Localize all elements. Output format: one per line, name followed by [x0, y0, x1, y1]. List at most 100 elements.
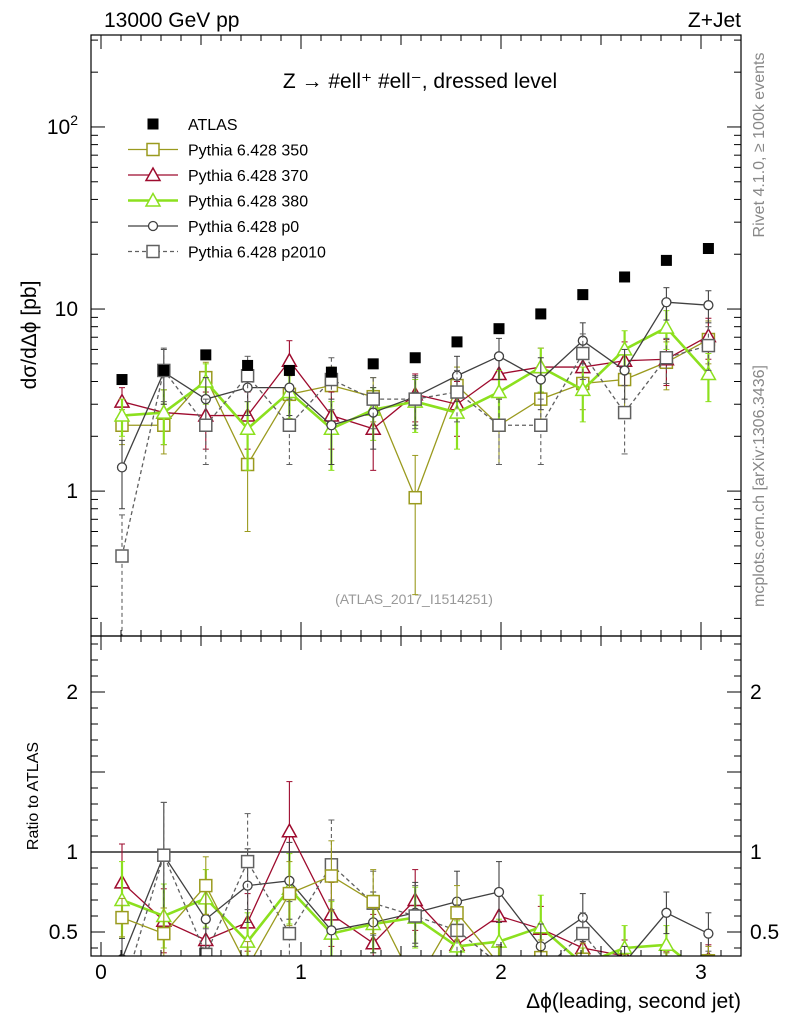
ratio-data-point — [576, 926, 590, 941]
main-data-point — [200, 349, 212, 361]
x-tick-label: 3 — [695, 961, 707, 984]
main-data-point — [408, 490, 422, 505]
legend-label: Pythia 6.428 p2010 — [188, 245, 326, 262]
ratio-y-tick-label-left: 0.5 — [49, 921, 78, 944]
main-data-point — [577, 289, 589, 301]
ratio-data-point — [660, 960, 672, 972]
x-tick-label: 2 — [495, 961, 507, 984]
legend-item-pythia-6-428-380: Pythia 6.428 380 — [128, 191, 308, 211]
ratio-y-axis-label: Ratio to ATLAS — [25, 742, 42, 850]
main-data-point — [701, 338, 716, 353]
main-data-point — [284, 382, 295, 393]
legend-item-pythia-6-428-350: Pythia 6.428 350 — [128, 143, 308, 160]
main-data-point — [240, 369, 255, 383]
ratio-data-point — [200, 914, 211, 925]
ratio-data-point — [703, 928, 714, 939]
ratio-y-tick-label-right: 0.5 — [750, 921, 779, 944]
ratio-data-point — [282, 886, 297, 901]
main-plot-area — [113, 243, 717, 636]
ratio-data-point — [326, 925, 337, 936]
ratio-data-point — [282, 926, 297, 941]
main-data-point — [155, 404, 173, 419]
main-data-point — [535, 374, 546, 385]
main-y-tick-label: 102 — [47, 112, 78, 139]
ratio-data-point — [281, 822, 298, 838]
main-data-point — [116, 374, 128, 386]
main-data-point — [158, 364, 170, 376]
ratio-y-tick-label-right: 1 — [750, 841, 762, 864]
x-tick-label: 1 — [295, 961, 307, 984]
main-data-point — [660, 254, 672, 266]
x-tick-label: 0 — [95, 961, 107, 984]
ratio-data-point — [240, 854, 255, 869]
main-data-point — [574, 381, 592, 397]
main-data-point — [659, 351, 674, 365]
main-data-point — [448, 404, 466, 419]
main-data-point — [116, 462, 128, 473]
legend-marker — [146, 142, 160, 157]
ratio-data-point — [448, 937, 466, 953]
main-data-point — [450, 385, 464, 399]
main-series-pythia-6-428-p2010 — [115, 326, 716, 636]
legend-label: Pythia 6.428 380 — [188, 194, 308, 211]
legend-marker — [147, 118, 159, 130]
ratio-data-point — [409, 979, 421, 991]
ratio-data-point — [576, 952, 590, 956]
main-data-point — [534, 418, 548, 432]
ratio-data-point — [661, 907, 672, 918]
main-plot-title: Z → #ell⁺ #ell⁻, dressed level — [283, 70, 557, 93]
ratio-data-point — [619, 977, 631, 989]
ratio-data-point — [157, 926, 171, 941]
main-y-axis-label: dσ/dΔϕ [pb] — [18, 281, 41, 390]
main-data-point — [619, 271, 631, 283]
main-data-point — [326, 420, 337, 431]
main-clip-group — [113, 243, 717, 636]
legend-marker — [144, 191, 162, 207]
ratio-y-tick-label-left: 2 — [66, 681, 78, 704]
legend: ATLAS Pythia 6.428 350 Pythia 6.428 370 Pyt… — [128, 117, 326, 262]
main-data-point — [282, 418, 297, 432]
ratio-data-point — [658, 936, 675, 952]
legend-label: ATLAS — [188, 117, 238, 134]
header-energy-label: 13000 GeV pp — [104, 9, 239, 32]
legend-label: Pythia 6.428 p0 — [188, 219, 299, 236]
main-data-point — [493, 323, 505, 335]
analysis-watermark: (ATLAS_2017_I1514251) — [335, 591, 493, 607]
main-data-point — [576, 346, 590, 361]
main-data-point — [702, 243, 714, 255]
main-y-tick-label: 10 — [55, 298, 78, 321]
ratio-data-point — [582, 955, 584, 956]
main-data-point — [408, 392, 422, 406]
ratio-data-point — [199, 878, 213, 893]
main-data-point — [366, 392, 380, 406]
main-y-tick-label: 1 — [66, 480, 78, 503]
ratio-y-tick-label-right: 2 — [750, 681, 762, 704]
legend-marker — [147, 220, 159, 232]
main-data-point — [658, 319, 675, 334]
ratio-y-tick-label-left: 1 — [66, 841, 78, 864]
ratio-data-point — [116, 988, 128, 1000]
legend-item-pythia-6-428-p2010: Pythia 6.428 p2010 — [128, 245, 326, 262]
main-data-point — [700, 365, 717, 381]
ratio-clip-group — [113, 781, 716, 1000]
ratio-data-point — [619, 963, 631, 975]
ratio-data-point — [199, 947, 213, 956]
ratio-plot-area — [91, 781, 741, 1000]
legend-marker — [146, 244, 160, 259]
legend-label: Pythia 6.428 350 — [188, 143, 308, 160]
main-data-point — [325, 366, 337, 378]
legend-label: Pythia 6.428 370 — [188, 168, 308, 185]
ratio-data-point — [620, 958, 629, 967]
header-process-label: Z+Jet — [688, 9, 741, 32]
ratio-data-point — [157, 848, 171, 862]
legend-marker — [144, 166, 162, 182]
main-data-point — [490, 383, 508, 399]
ratio-data-point — [493, 886, 505, 898]
main-data-point — [242, 359, 254, 371]
ratio-data-point — [324, 869, 339, 883]
rivet-version-label: Rivet 4.1.0, ≥ 100k events — [751, 53, 768, 238]
main-data-point — [535, 308, 547, 320]
main-data-point — [113, 407, 131, 422]
main-data-point — [281, 352, 298, 367]
main-data-point — [703, 300, 714, 311]
